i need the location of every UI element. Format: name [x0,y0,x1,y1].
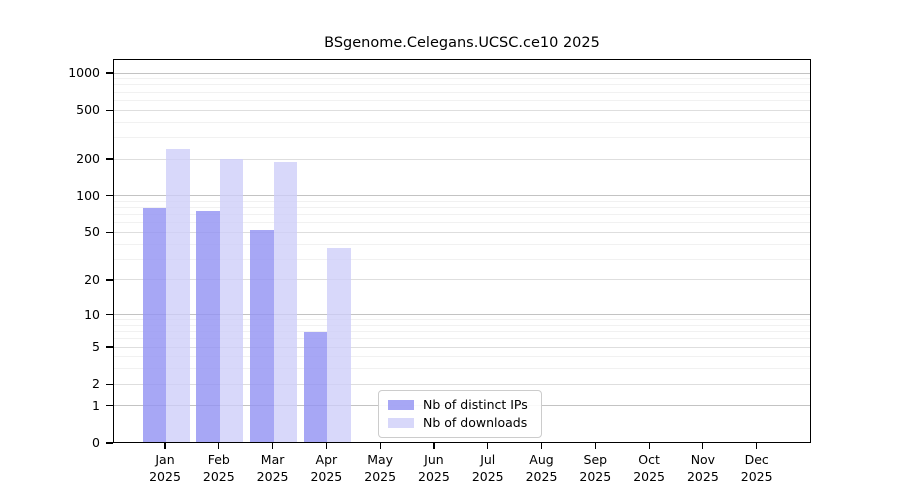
y-tick-label: 1000 [68,65,100,81]
y-tick-mark [106,158,113,160]
x-tick-mark [756,443,758,449]
x-tick-label-nov: Nov 2025 [686,452,719,484]
y-tick-label: 2 [92,376,100,392]
plot-area: Nb of distinct IPs Nb of downloads [113,59,811,443]
grid-minor-line [113,200,811,202]
x-tick-label-feb: Feb 2025 [202,452,235,484]
x-tick-label-dec: Dec 2025 [740,452,773,484]
y-tick-mark [106,405,113,407]
y-tick-label: 0 [92,435,100,450]
y-tick-label: 5 [92,339,100,355]
grid-minor-line [113,84,811,86]
legend-label: Nb of distinct IPs [423,397,528,412]
grid-minor-line [113,338,811,340]
grid-labeled-line [113,346,811,348]
chart-title: BSgenome.Celegans.UCSC.ce10 2025 [324,35,600,51]
x-tick-mark [325,443,327,449]
y-tick-mark [106,109,113,111]
bars-layer [113,59,811,443]
bar-distinct-ips-mar [250,230,274,443]
y-tick-label: 100 [76,187,100,203]
grid-major-line [113,195,811,197]
bar-downloads-jan [166,149,190,443]
x-tick-label-jul: Jul 2025 [471,452,504,484]
x-tick-mark [271,443,274,449]
y-tick-mark [106,313,113,316]
grid-minor-line [113,99,811,101]
grid-labeled-line [113,383,811,385]
x-tick-mark [594,443,596,449]
grid-labeled-line [113,109,811,111]
bar-distinct-ips-apr [303,331,328,443]
grid-labeled-line [113,279,811,281]
x-tick-mark [702,443,704,449]
legend-swatch-downloads [388,418,414,428]
y-tick-mark [106,346,113,348]
x-tick-label-jan: Jan 2025 [149,452,181,484]
y-tick-mark [106,72,113,74]
x-tick-label-oct: Oct 2025 [633,452,666,484]
grid-labeled-line [113,158,811,160]
x-tick-label-sep: Sep 2025 [579,452,612,484]
grid-minor-line [113,324,811,326]
bar-distinct-ips-feb [196,211,220,443]
x-tick-mark [218,443,220,449]
y-tick-label: 500 [76,102,100,118]
bar-downloads-apr [327,248,351,443]
y-tick-mark [106,195,113,197]
legend-entry: Nb of downloads [388,414,532,432]
legend-swatch-distinct-ips [388,400,414,410]
grid-minor-line [113,207,811,209]
grid-minor-line [113,319,811,321]
x-tick-mark [433,443,435,449]
y-tick-label: 50 [84,224,100,240]
grid-minor-line [113,356,811,358]
y-tick-label: 200 [76,151,100,166]
grid-major-line [113,314,811,316]
legend-label: Nb of downloads [423,415,528,430]
y-tick-mark [106,383,113,385]
grid-minor-line [113,222,811,224]
bar-downloads-mar [273,161,298,443]
y-tick-mark [106,231,113,234]
grid-minor-line [113,214,811,216]
grid-major-line [113,72,811,74]
x-tick-mark [379,443,381,449]
x-tick-label-apr: Apr 2025 [310,452,343,484]
y-tick-label: 20 [84,271,100,287]
x-tick-mark [540,443,543,449]
y-tick-mark [106,442,113,444]
legend: Nb of distinct IPs Nb of downloads [378,390,542,438]
x-tick-label-may: May 2025 [364,452,397,484]
grid-minor-line [113,121,811,123]
y-tick-label: 10 [84,306,100,322]
x-tick-label-jun: Jun 2025 [418,452,450,484]
grid-minor-line [113,136,811,138]
x-tick-label-aug: Aug 2025 [525,452,558,484]
grid-minor-line [113,258,811,260]
x-tick-label-mar: Mar 2025 [256,452,289,484]
x-tick-mark [487,443,489,449]
x-tick-mark [164,443,166,449]
grid-minor-line [113,78,811,80]
legend-entry: Nb of distinct IPs [388,396,532,414]
grid-labeled-line [113,231,811,233]
y-tick-label: 1 [92,397,100,413]
grid-minor-line [113,91,811,93]
bar-distinct-ips-jan [142,207,166,443]
bar-downloads-feb [219,159,244,443]
grid-minor-line [113,368,811,370]
grid-minor-line [113,243,811,245]
y-tick-mark [106,279,113,281]
x-tick-mark [648,443,650,449]
grid-minor-line [113,331,811,333]
